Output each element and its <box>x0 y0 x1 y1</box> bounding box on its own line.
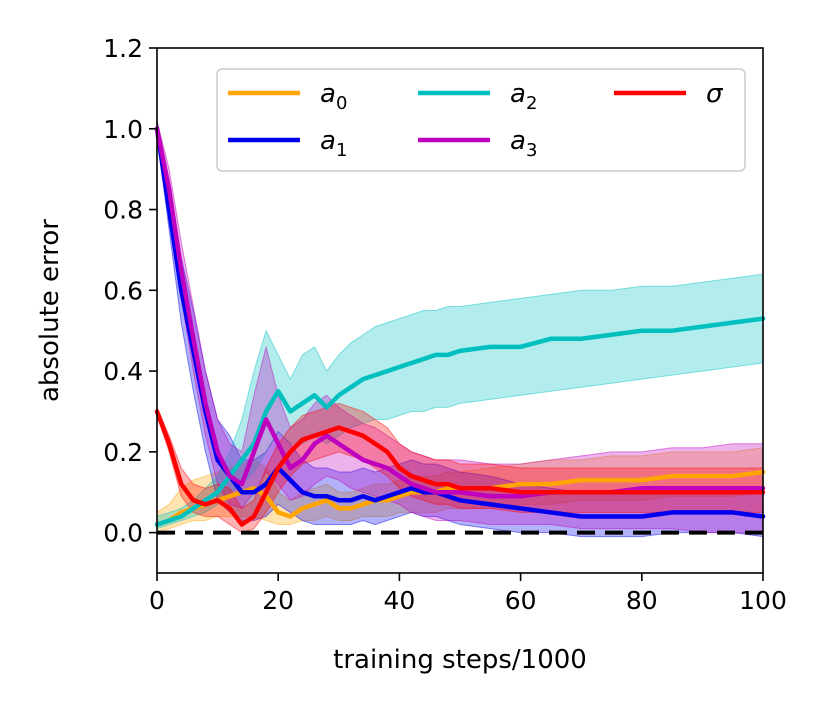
y-axis-ticks: 0.0 0.2 0.4 0.6 0.8 1.0 1.2 <box>103 34 157 548</box>
x-tick-label: 40 <box>383 586 415 615</box>
x-tick-label: 0 <box>149 586 165 615</box>
y-tick-label: 0.0 <box>103 519 143 548</box>
legend-label-sigma: σ <box>706 79 724 109</box>
legend-label-subscript: 3 <box>526 140 537 161</box>
confidence-bands <box>156 120 764 538</box>
legend-label-a2: a2 <box>510 79 537 114</box>
legend-label-a0: a0 <box>320 79 347 114</box>
legend-label-a1: a1 <box>320 126 347 161</box>
x-axis-label: training steps/1000 <box>333 645 587 675</box>
x-tick-label: 60 <box>505 586 537 615</box>
legend-label-subscript: 1 <box>336 140 347 161</box>
x-tick-label: 20 <box>262 586 294 615</box>
legend-frame <box>216 68 746 172</box>
y-tick-label: 1.2 <box>103 34 143 63</box>
y-tick-label: 0.8 <box>103 196 143 225</box>
legend-label-a3: a3 <box>510 126 537 161</box>
line-a2 <box>154 316 766 527</box>
x-tick-label: 100 <box>739 586 787 615</box>
legend-label-subscript: 2 <box>526 93 537 114</box>
x-tick-label: 80 <box>626 586 658 615</box>
y-tick-label: 0.2 <box>103 438 143 467</box>
y-tick-label: 0.6 <box>103 276 143 305</box>
legend-label-subscript: 0 <box>336 93 347 114</box>
y-tick-label: 0.4 <box>103 357 143 386</box>
legend-label-base: a <box>510 79 526 109</box>
series-lines <box>154 126 766 527</box>
y-axis-label: absolute error <box>35 219 65 402</box>
y-tick-label: 1.0 <box>103 115 143 144</box>
line-sigma <box>154 409 766 527</box>
legend-label-base: a <box>510 126 526 156</box>
legend-label-base: σ <box>706 79 724 109</box>
x-axis-ticks: 0 20 40 60 80 100 <box>149 573 787 615</box>
legend-label-base: a <box>320 79 336 109</box>
plot-frame <box>156 47 764 574</box>
line-a0 <box>154 469 766 527</box>
legend-label-base: a <box>320 126 336 156</box>
